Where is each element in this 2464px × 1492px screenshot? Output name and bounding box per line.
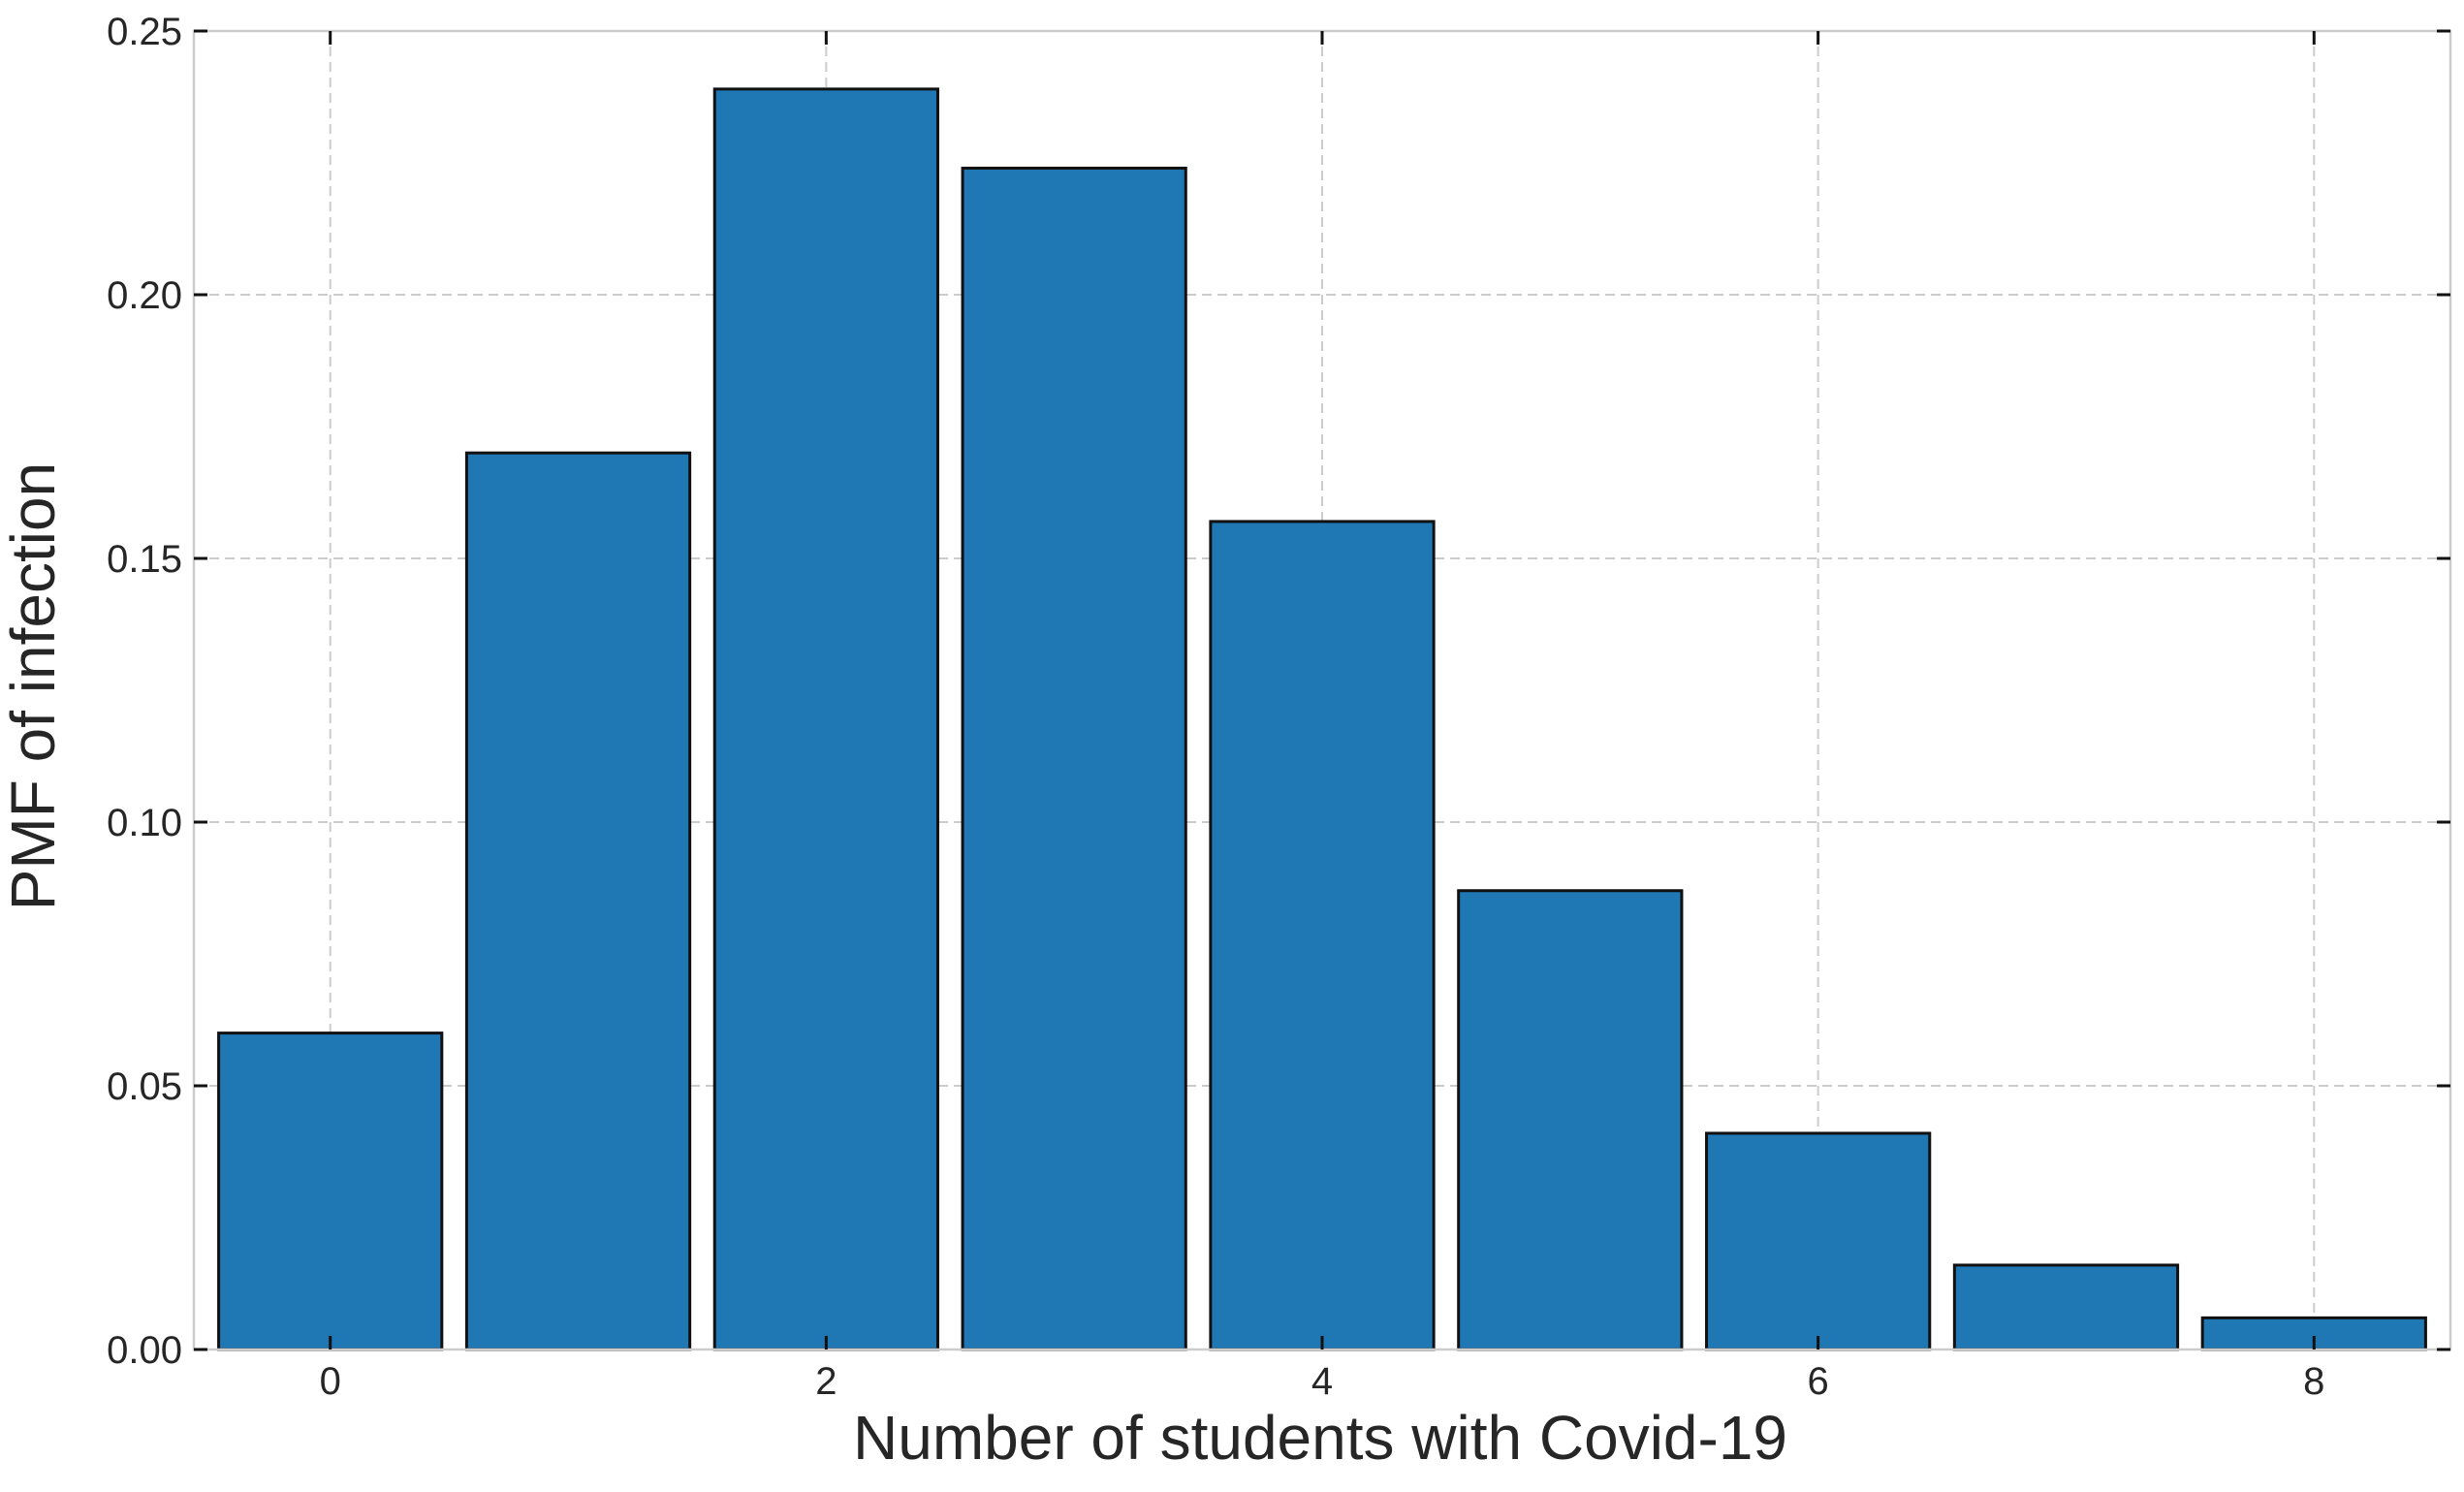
y-axis-title: PMF of infection [0,462,68,910]
x-tick-label-0: 0 [320,1360,341,1403]
x-tick-label-1: 2 [815,1360,837,1403]
y-tick-label-2: 0.10 [107,802,182,844]
bars [217,87,2427,1351]
bar-7 [1952,1263,2180,1351]
y-tick-label-1: 0.05 [107,1065,182,1108]
bar-3 [961,166,1187,1351]
bar-0 [217,1032,444,1351]
y-tick-label-4: 0.20 [107,274,182,317]
bar-2 [712,87,939,1351]
bar-6 [1705,1131,1932,1351]
y-tick-label-5: 0.25 [107,11,182,53]
x-tick-labels: 0 2 4 6 8 [320,1360,2325,1403]
bar-1 [464,451,692,1351]
x-axis-title: Number of students with Covid-19 [853,1403,1787,1473]
x-tick-label-2: 4 [1311,1360,1333,1403]
y-tick-label-0: 0.00 [107,1329,182,1372]
bar-4 [1209,520,1436,1351]
tick-marks [194,29,2450,1351]
y-tick-labels: 0.00 0.05 0.10 0.15 0.20 0.25 [107,11,182,1372]
bar-5 [1457,889,1684,1351]
x-tick-label-4: 8 [2303,1360,2324,1403]
y-tick-label-3: 0.15 [107,538,182,581]
x-tick-label-3: 6 [1808,1360,1829,1403]
